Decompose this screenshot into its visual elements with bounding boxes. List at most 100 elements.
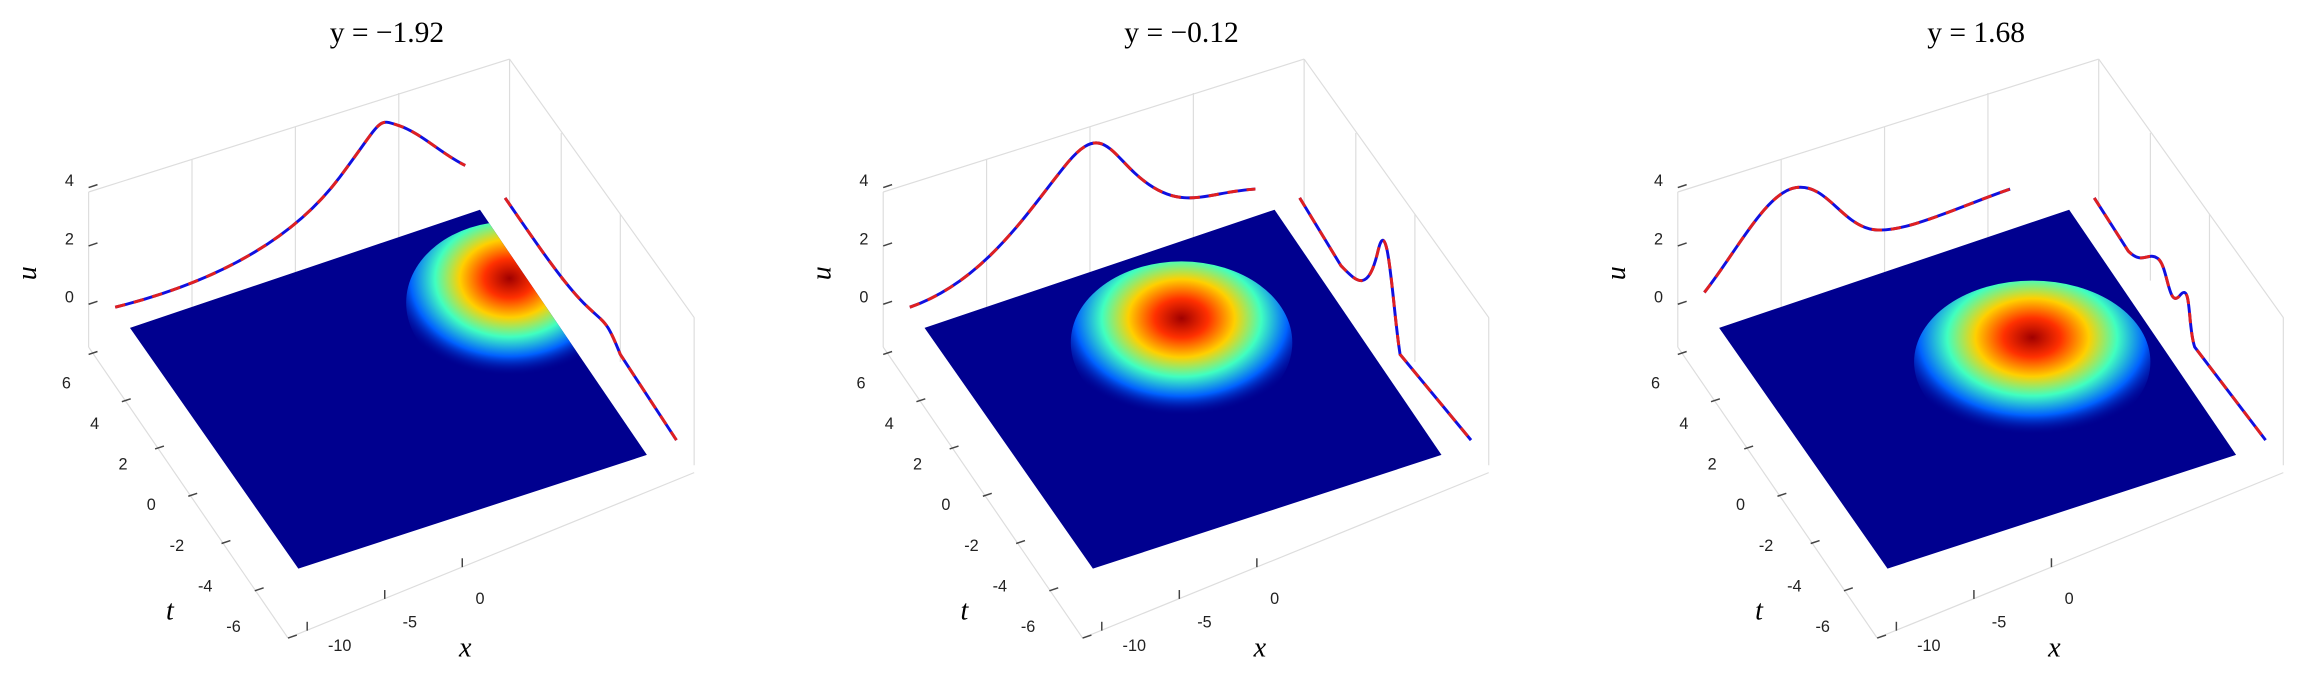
z-tick (882, 183, 893, 189)
t-tick-label: 0 (941, 496, 950, 514)
t-tick (254, 587, 264, 592)
t-tick (949, 445, 959, 450)
t-axis-label: t (166, 595, 175, 626)
chart-title: y = −0.12 (1124, 17, 1238, 49)
axis-box-line (88, 58, 510, 193)
t-tick-label: 6 (856, 374, 865, 392)
t-tick (1777, 492, 1787, 497)
x-tick-label: -10 (1917, 637, 1940, 655)
t-tick-label: 0 (147, 496, 156, 514)
axis-box-line (1677, 346, 1878, 639)
z-tick-label: 0 (859, 289, 868, 307)
z-tick (882, 300, 893, 305)
z-tick-label: 2 (1654, 230, 1663, 248)
x-tick-label: -5 (1992, 614, 2006, 632)
axis-box-line (509, 58, 695, 318)
z-tick (88, 242, 98, 247)
z-axis-label: u (12, 266, 43, 280)
axis-box-line (1677, 58, 2099, 193)
t-tick-label: -6 (226, 618, 240, 636)
panel: y = −1.92 4 2 0 6 4 2 0 -2 -4 -6 -10 -5 0 u t x (12, 17, 695, 663)
x-tick-label: 0 (2065, 590, 2074, 608)
surface (129, 209, 647, 569)
z-tick-label: 0 (1654, 289, 1663, 307)
x-tick-label: 0 (475, 590, 484, 608)
axis-box-line (287, 472, 695, 639)
t-tick (221, 539, 231, 545)
t-tick (982, 492, 992, 497)
z-tick (88, 183, 98, 189)
z-tick-label: 4 (1654, 172, 1663, 190)
z-tick (1677, 183, 1687, 189)
t-tick-label: -2 (964, 537, 978, 555)
t-tick-label: -6 (1815, 618, 1829, 636)
t-tick-label: 4 (90, 415, 99, 433)
z-axis-label: u (807, 266, 838, 280)
t-tick (88, 350, 98, 356)
t-tick-label: 4 (1679, 415, 1688, 433)
t-tick-label: 6 (62, 374, 71, 392)
t-axis-label: t (1755, 595, 1764, 626)
t-tick-label: 0 (1736, 496, 1745, 514)
projection-curve-dashed (2093, 197, 2267, 442)
axis-box-line (1082, 472, 1489, 639)
t-tick-label: 6 (1651, 374, 1660, 392)
chart-title: y = 1.68 (1927, 17, 2025, 49)
t-tick (1744, 445, 1754, 450)
z-tick-label: 2 (65, 230, 74, 248)
axis-box-line (2098, 58, 2284, 318)
t-tick-label: -4 (198, 577, 212, 595)
chart-title: y = −1.92 (330, 17, 444, 49)
t-tick (1015, 539, 1026, 545)
projection-curve-dashed (114, 120, 466, 309)
z-tick-label: 4 (859, 172, 868, 190)
x-axis-label: x (2047, 632, 2061, 663)
projection-curve-dashed (503, 197, 678, 441)
projection-curve-dashed (1298, 197, 1473, 442)
axis-box-line (88, 346, 289, 639)
t-tick (121, 398, 131, 403)
surface-peak (1070, 261, 1293, 424)
t-tick (916, 398, 926, 403)
x-tick-label: -10 (1123, 637, 1146, 655)
axis-box-line (1876, 472, 2284, 639)
projection-curve-dashed (909, 141, 1256, 309)
t-tick (287, 634, 298, 639)
t-tick-label: 2 (1708, 456, 1717, 474)
t-tick (188, 492, 198, 497)
t-tick (1677, 350, 1687, 356)
z-tick-label: 4 (65, 172, 74, 190)
t-tick-label: -2 (170, 537, 184, 555)
panel: y = −0.12 4 2 0 6 4 2 0 -2 -4 -6 -10 -5 0 u t x (807, 17, 1490, 663)
z-tick (1677, 300, 1687, 305)
t-tick (1843, 587, 1854, 592)
z-axis-label: u (1601, 266, 1632, 280)
t-tick (1082, 634, 1092, 639)
x-tick-label: -5 (1197, 614, 1211, 632)
x-tick-label: -5 (403, 614, 417, 632)
t-tick-label: 2 (118, 456, 127, 474)
z-tick-label: 0 (65, 289, 74, 307)
t-tick-label: -4 (1787, 577, 1801, 595)
z-tick (88, 300, 98, 305)
z-tick (882, 242, 893, 247)
x-tick-label: 0 (1270, 590, 1279, 608)
x-tick-label: -10 (328, 637, 351, 655)
t-tick (882, 350, 893, 356)
t-tick (154, 445, 165, 450)
t-tick (1810, 539, 1820, 545)
t-tick-label: 4 (885, 415, 894, 433)
axis-box-line (1303, 58, 1490, 318)
x-axis-label: x (458, 632, 472, 663)
projection-curve-dashed (1703, 185, 2011, 294)
t-tick-label: -6 (1021, 618, 1035, 636)
z-tick-label: 2 (859, 230, 868, 248)
surface-peak (1914, 280, 2151, 444)
t-tick (1049, 587, 1059, 592)
x-axis-label: x (1253, 632, 1267, 663)
panel: y = 1.68 4 2 0 6 4 2 0 -2 -4 -6 -10 -5 0 u t x (1601, 17, 2284, 663)
t-tick-label: -4 (993, 577, 1007, 595)
axis-box-line (882, 346, 1084, 639)
z-tick (1677, 242, 1687, 247)
